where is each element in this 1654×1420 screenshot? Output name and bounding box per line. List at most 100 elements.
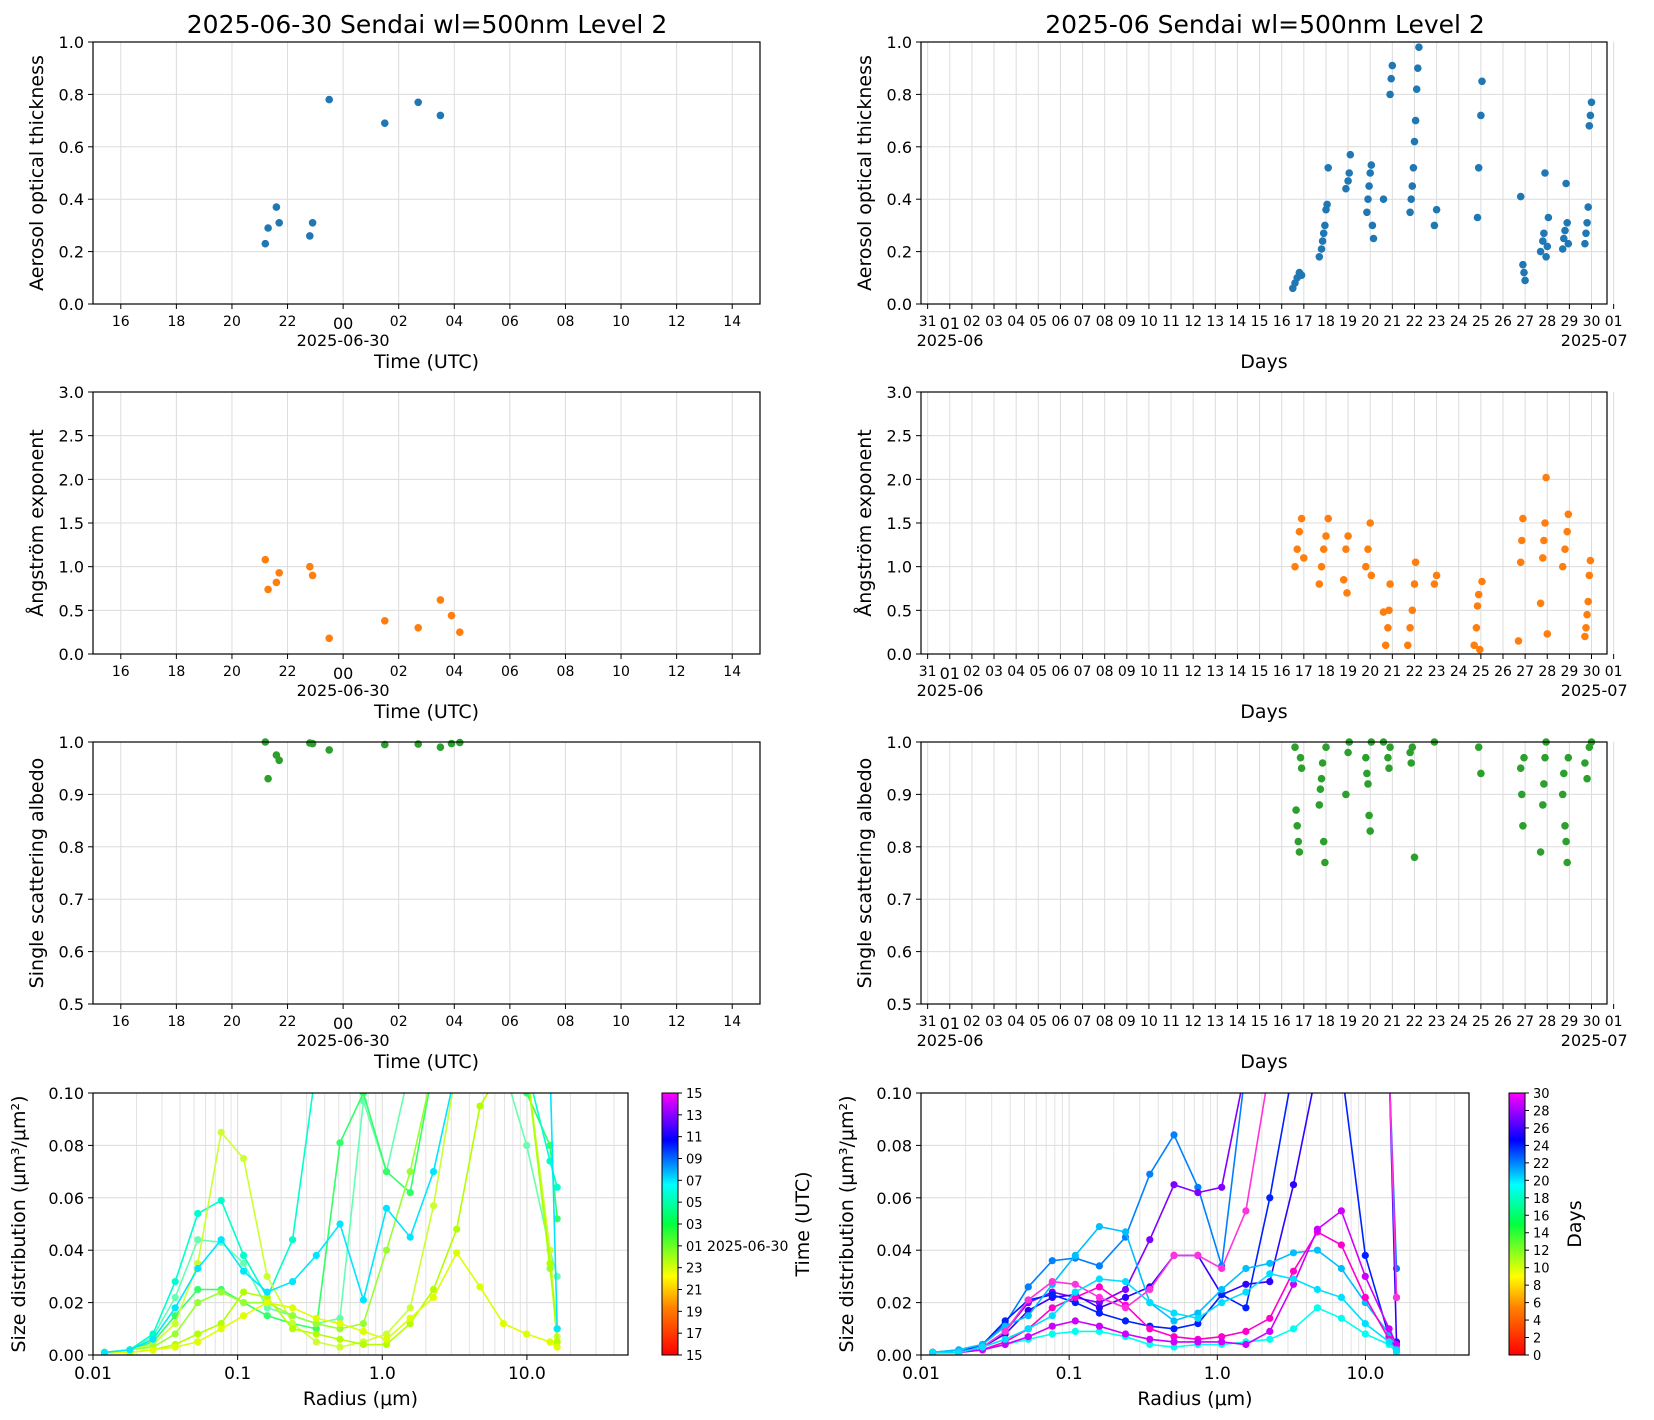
series-point: [1146, 1236, 1154, 1244]
x-tick-label: 29: [1560, 664, 1578, 680]
data-point: [1582, 624, 1590, 632]
data-point: [1369, 234, 1378, 243]
data-point: [1519, 260, 1527, 269]
x-tick-label: 17: [1295, 1014, 1313, 1030]
data-point: [1344, 177, 1352, 185]
x-tick-label: 22: [279, 1014, 297, 1030]
data-point: [1536, 247, 1545, 256]
series-point: [149, 1346, 157, 1354]
x-tick-label: 05: [1029, 1014, 1047, 1030]
series-point: [217, 1128, 225, 1136]
series-point: [1121, 1304, 1130, 1312]
series-point: [1121, 1293, 1130, 1301]
series-point: [1337, 1241, 1345, 1249]
x-tick-label: 00: [333, 314, 353, 333]
data-point: [1478, 577, 1486, 586]
series-point: [1218, 1264, 1226, 1273]
data-point: [1583, 610, 1591, 619]
x-tick-label: 14: [1229, 664, 1247, 680]
x-tick-label: 18: [167, 1014, 185, 1030]
series-point: [523, 1093, 531, 1097]
series-point: [1242, 1264, 1250, 1273]
colorbar-tick-label: 0: [1533, 1349, 1541, 1364]
colorbar-tick-label: 26: [1533, 1122, 1550, 1137]
data-point: [1339, 576, 1348, 584]
series-point: [1121, 1285, 1130, 1294]
series-point: [1170, 1181, 1178, 1189]
x-tick-label: 16: [112, 314, 130, 330]
colorbar-title: Time (UTC): [792, 1171, 814, 1277]
x-tick-label: 28: [1538, 314, 1556, 330]
size-dist-monthly-panel: 0.00 0.02 0.04 0.06 0.08 0.10 0.01 0.1 1.0 10.0 Ra…: [836, 1084, 1470, 1410]
data-point: [1319, 229, 1328, 238]
y-tick-label: 1.0: [59, 33, 84, 52]
series-point: [240, 1251, 248, 1259]
data-point: [275, 756, 284, 765]
data-point: [1322, 532, 1330, 540]
data-point: [1514, 637, 1523, 645]
x-tick-label: 06: [501, 1014, 519, 1030]
x-tick-label: 23: [1428, 314, 1446, 330]
data-point: [1408, 606, 1417, 615]
data-point: [1563, 219, 1571, 227]
data-point: [1407, 759, 1415, 767]
data-point: [1543, 242, 1552, 251]
x-end-label: 2025-07: [1561, 331, 1628, 350]
plot-frame: [920, 741, 1608, 1005]
x-tick-label: 12: [668, 664, 686, 680]
series-point: [1361, 1293, 1369, 1301]
y-axis-title: Aerosol optical thickness: [26, 55, 48, 291]
series-point: [359, 1340, 367, 1349]
series-point: [1218, 1299, 1226, 1307]
series-lines: [929, 1093, 1401, 1355]
data-point: [1414, 64, 1422, 72]
series-point: [1385, 1325, 1393, 1333]
data-point: [381, 740, 389, 749]
series-point: [1146, 1299, 1154, 1307]
data-point: [414, 624, 423, 632]
series-point: [382, 1204, 391, 1212]
data-point: [1562, 179, 1570, 188]
series-point: [1361, 1272, 1369, 1280]
series-point: [1194, 1183, 1202, 1191]
x-tick-label: 13: [1206, 1014, 1224, 1030]
data-point: [1477, 769, 1485, 778]
data-point: [1363, 769, 1371, 778]
plot-frame: [920, 41, 1608, 305]
series-point: [406, 1233, 414, 1241]
colorbar-tick-label: 20: [1533, 1174, 1550, 1189]
data-point: [1315, 252, 1324, 261]
x-tick-label: 24: [1450, 1014, 1468, 1030]
x-tick-label: 12: [668, 314, 686, 330]
x-tick-label: 04: [445, 314, 463, 330]
x-tick-label: 10: [612, 1014, 630, 1030]
y-axis-title: Size distribution (μm³/μm²): [8, 1095, 30, 1352]
y-tick-label: 0.00: [876, 1346, 912, 1365]
data-point: [1410, 580, 1419, 588]
data-point: [1321, 858, 1329, 867]
series-point: [476, 1102, 484, 1110]
series-point: [1289, 1249, 1298, 1257]
data-point: [1368, 221, 1377, 230]
series-point: [1218, 1285, 1226, 1294]
data-point: [1318, 759, 1327, 767]
data-point: [1294, 837, 1303, 846]
series-point: [359, 1296, 367, 1304]
series-point: [171, 1293, 179, 1301]
data-point: [1470, 641, 1478, 650]
x-tick-label: 06: [1051, 314, 1069, 330]
series-point: [406, 1314, 414, 1322]
series-point: [1313, 1246, 1321, 1254]
x-tick-label: 03: [985, 1014, 1003, 1030]
data-point: [1317, 245, 1326, 253]
x-tick-label: 10.0: [1347, 1364, 1385, 1384]
x-tick-label: 12: [1184, 1014, 1202, 1030]
data-point: [1581, 759, 1589, 767]
colorbar-tick-label: 09: [686, 1153, 703, 1168]
x-tick-label: 18: [167, 664, 185, 680]
series-point: [1095, 1275, 1103, 1283]
x-tick-label: 21: [1383, 664, 1401, 680]
series-point: [1194, 1320, 1202, 1328]
series-point: [1071, 1293, 1079, 1301]
data-point: [1407, 195, 1415, 203]
